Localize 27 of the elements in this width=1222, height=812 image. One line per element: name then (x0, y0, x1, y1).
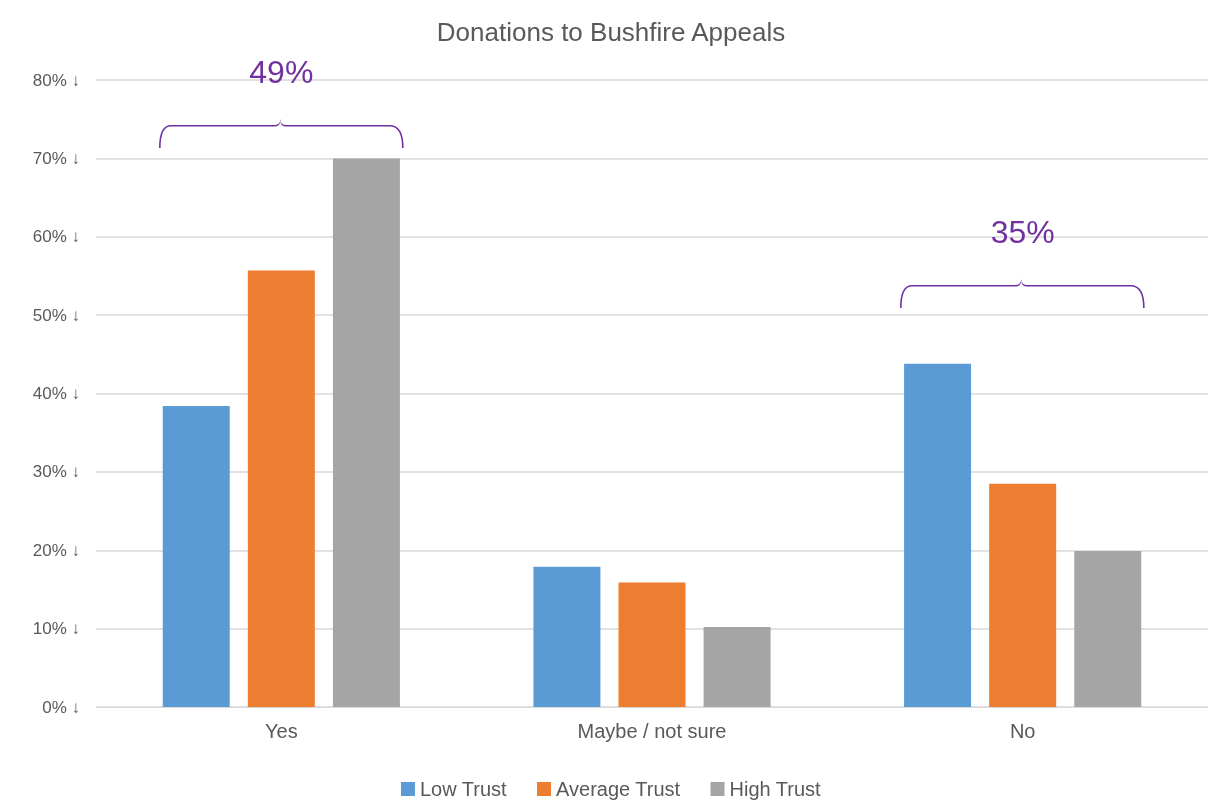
bar (703, 627, 771, 707)
bar (989, 483, 1057, 707)
annotation: 49% (249, 54, 314, 90)
bar (618, 582, 686, 707)
y-tick-label: 50% ↓ (32, 305, 80, 325)
annotation: 35% (990, 214, 1055, 250)
chart-title: Donations to Bushfire Appeals (436, 17, 786, 47)
bar (1074, 551, 1142, 707)
bar (247, 270, 315, 707)
x-tick-label: No (1009, 720, 1036, 742)
bar (332, 158, 400, 707)
y-tick-label: 30% ↓ (32, 462, 80, 482)
legend-label: Low Trust (419, 778, 508, 800)
y-tick-label: 40% ↓ (32, 384, 80, 403)
y-tick-label: 80% ↓ (32, 70, 80, 90)
legend-label: High Trust (729, 778, 822, 800)
bar (162, 406, 230, 707)
y-tick-label: 70% ↓ (32, 148, 80, 168)
y-tick-label: 60% ↓ (32, 227, 80, 247)
x-tick-label: Maybe / not sure (577, 720, 727, 742)
bar (533, 566, 601, 707)
bar (904, 363, 972, 707)
legend-label: Average Trust (556, 778, 681, 800)
y-tick-label: 20% ↓ (32, 540, 80, 560)
x-tick-label: Yes (265, 720, 298, 742)
y-tick-label: 0% ↓ (42, 697, 80, 717)
y-tick-label: 10% ↓ (32, 619, 80, 639)
